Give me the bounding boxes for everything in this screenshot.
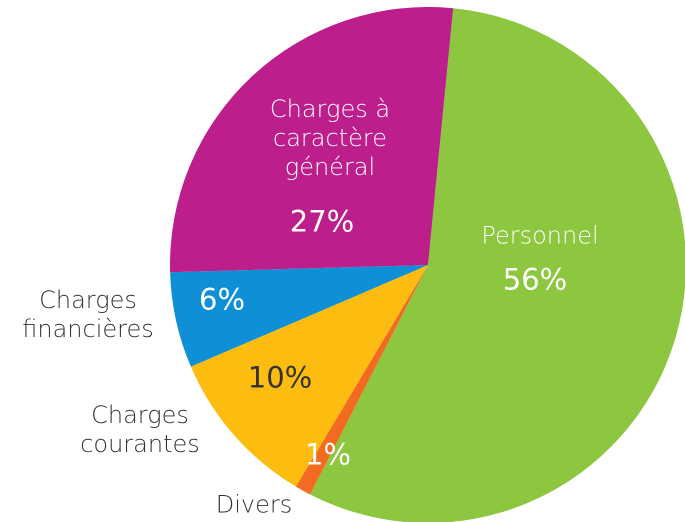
value-label: 10%	[247, 360, 313, 395]
slice-label: Charges financières	[22, 286, 154, 343]
slice-label: Charges courantes	[80, 401, 200, 458]
value-label: 56%	[502, 262, 568, 297]
pie-slice	[169, 6, 454, 273]
slice-label: Personnel	[481, 221, 599, 250]
pie-slice	[170, 265, 428, 367]
slice-label: Divers	[215, 490, 293, 519]
value-label: 1%	[304, 437, 352, 472]
value-label: 6%	[198, 282, 246, 317]
pie-slice	[295, 265, 428, 495]
slice-label: Charges à caractère général	[269, 94, 391, 181]
pie-slice	[310, 8, 685, 522]
value-label: 27%	[289, 204, 355, 239]
pie-slice	[190, 265, 428, 487]
